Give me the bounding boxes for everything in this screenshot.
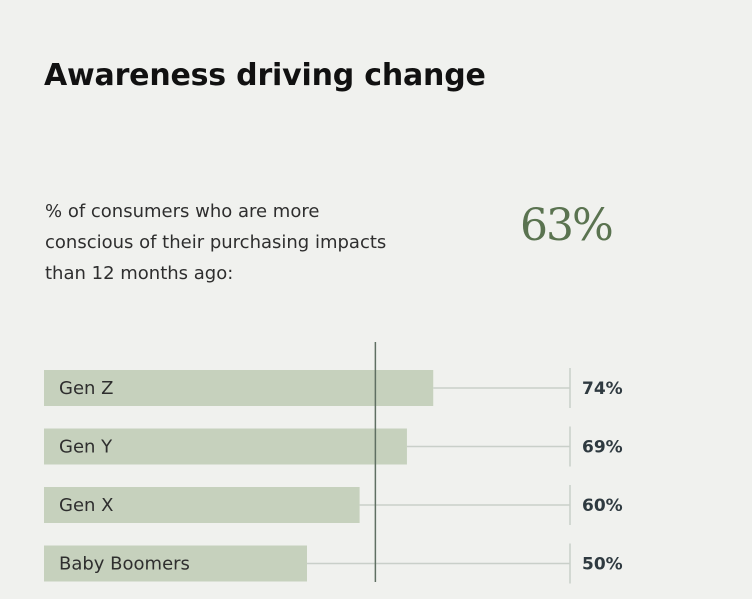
description-line: % of consumers who are more: [45, 201, 320, 222]
headline-percentage: 63%: [520, 200, 614, 251]
chart-title: Awareness driving change: [44, 58, 486, 93]
bar-value-label: 74%: [582, 379, 623, 399]
bar-chart: Gen Z 74% Gen Y 69% Gen X 60% Baby Boomers 50%: [44, 342, 623, 584]
bar: [44, 545, 307, 582]
bar-category-label: Baby Boomers: [59, 554, 190, 575]
bar-value-label: 69%: [582, 438, 623, 458]
bar-value-label: 60%: [582, 496, 623, 516]
bar-category-label: Gen X: [59, 495, 113, 516]
bar-category-label: Gen Z: [59, 378, 113, 399]
bar: [44, 370, 434, 406]
bar-category-label: Gen Y: [59, 437, 113, 458]
description-line: than 12 months ago:: [45, 263, 234, 284]
bar: [44, 428, 407, 465]
bar-value-label: 50%: [582, 555, 623, 575]
bar: [44, 487, 360, 523]
description-line: conscious of their purchasing impacts: [45, 232, 387, 253]
description: % of consumers who are more conscious of…: [45, 196, 465, 289]
